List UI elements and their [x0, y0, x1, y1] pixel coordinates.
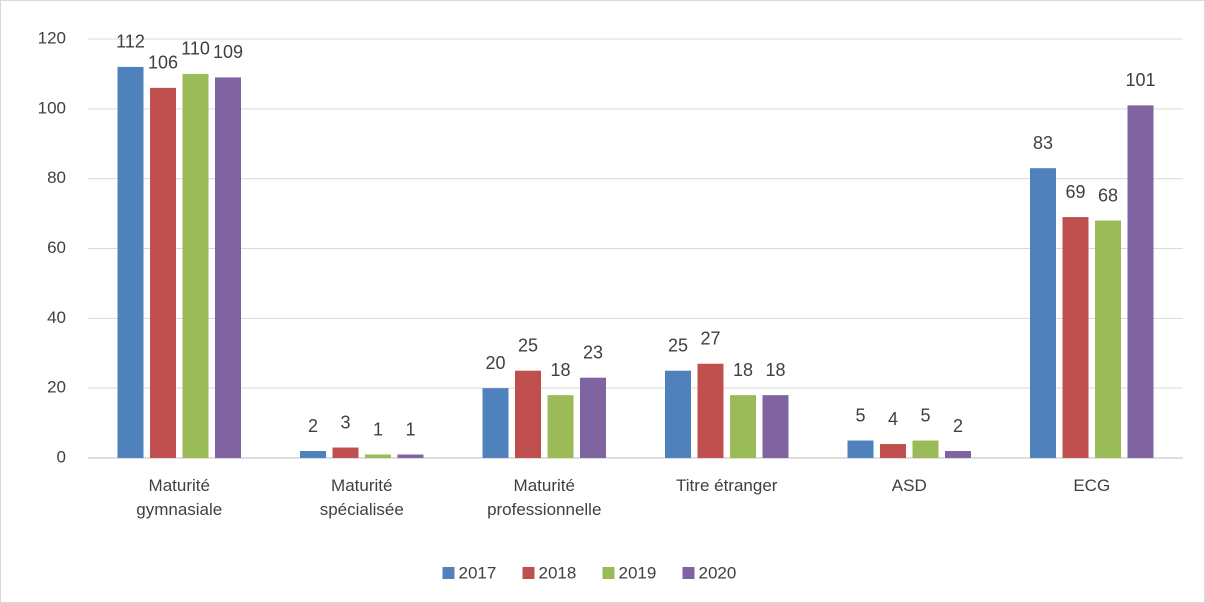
x-tick-label: Maturité spécialisée [319, 476, 404, 519]
data-label: 25 [518, 335, 538, 355]
legend-swatch [442, 567, 455, 579]
data-label: 112 [116, 32, 145, 52]
bar [697, 363, 724, 458]
bar [580, 377, 606, 458]
data-label: 110 [181, 39, 210, 59]
legend-label: 2018 [539, 563, 577, 582]
bar [182, 73, 209, 459]
legend-swatch [602, 567, 615, 579]
data-label: 3 [340, 412, 350, 432]
bar [912, 440, 939, 458]
bar [397, 454, 424, 458]
bar [365, 454, 391, 458]
x-tick-label: Maturité gymnasiale [136, 476, 223, 519]
data-label: 5 [855, 405, 865, 425]
data-label: 109 [213, 42, 243, 62]
data-label: 18 [550, 360, 570, 380]
data-label: 2 [953, 416, 963, 436]
x-tick-label: Titre étranger [676, 476, 778, 495]
data-label: 1 [405, 419, 415, 439]
bar [117, 66, 144, 458]
data-label: 5 [920, 405, 930, 425]
y-tick-label: 40 [47, 308, 66, 327]
bar [1127, 105, 1154, 458]
data-label: 101 [1125, 70, 1155, 90]
x-tick-label: ASD [891, 476, 927, 495]
bar [300, 451, 326, 458]
y-tick-label: 60 [47, 238, 66, 257]
data-label: 69 [1065, 182, 1085, 202]
data-label: 83 [1033, 133, 1053, 153]
legend-label: 2019 [619, 563, 657, 582]
data-label: 18 [733, 360, 753, 380]
data-label: 23 [583, 342, 603, 362]
data-label: 25 [668, 335, 688, 355]
data-label: 4 [888, 409, 898, 429]
bar [215, 77, 241, 459]
legend-label: 2017 [459, 563, 497, 582]
y-tick-label: 120 [38, 28, 66, 47]
bar [880, 444, 906, 458]
bar [150, 87, 176, 458]
x-tick-label: Maturité professionnelle [487, 476, 602, 519]
data-label: 106 [148, 53, 178, 73]
y-tick-label: 0 [57, 447, 66, 466]
data-label: 27 [700, 328, 720, 348]
bar [1095, 220, 1121, 458]
bar [945, 451, 971, 458]
x-tick-label: ECG [1073, 476, 1111, 495]
legend-swatch [682, 567, 695, 579]
legend-label: 2020 [699, 563, 737, 582]
y-tick-label: 20 [47, 378, 66, 397]
data-label: 1 [373, 419, 383, 439]
data-label: 2 [308, 416, 318, 436]
bar [547, 395, 574, 458]
data-label: 20 [485, 353, 505, 373]
data-label: 18 [765, 360, 785, 380]
y-tick-label: 80 [47, 168, 66, 187]
bar [847, 440, 874, 458]
bar [482, 388, 509, 458]
data-label: 68 [1098, 185, 1118, 205]
bar [762, 395, 789, 458]
y-tick-label: 100 [38, 98, 66, 117]
legend-swatch [522, 567, 535, 579]
bar [1062, 217, 1089, 458]
bar [665, 370, 691, 458]
bar [515, 370, 541, 458]
bar [332, 447, 359, 458]
bar [1030, 168, 1056, 459]
bar [730, 395, 756, 458]
